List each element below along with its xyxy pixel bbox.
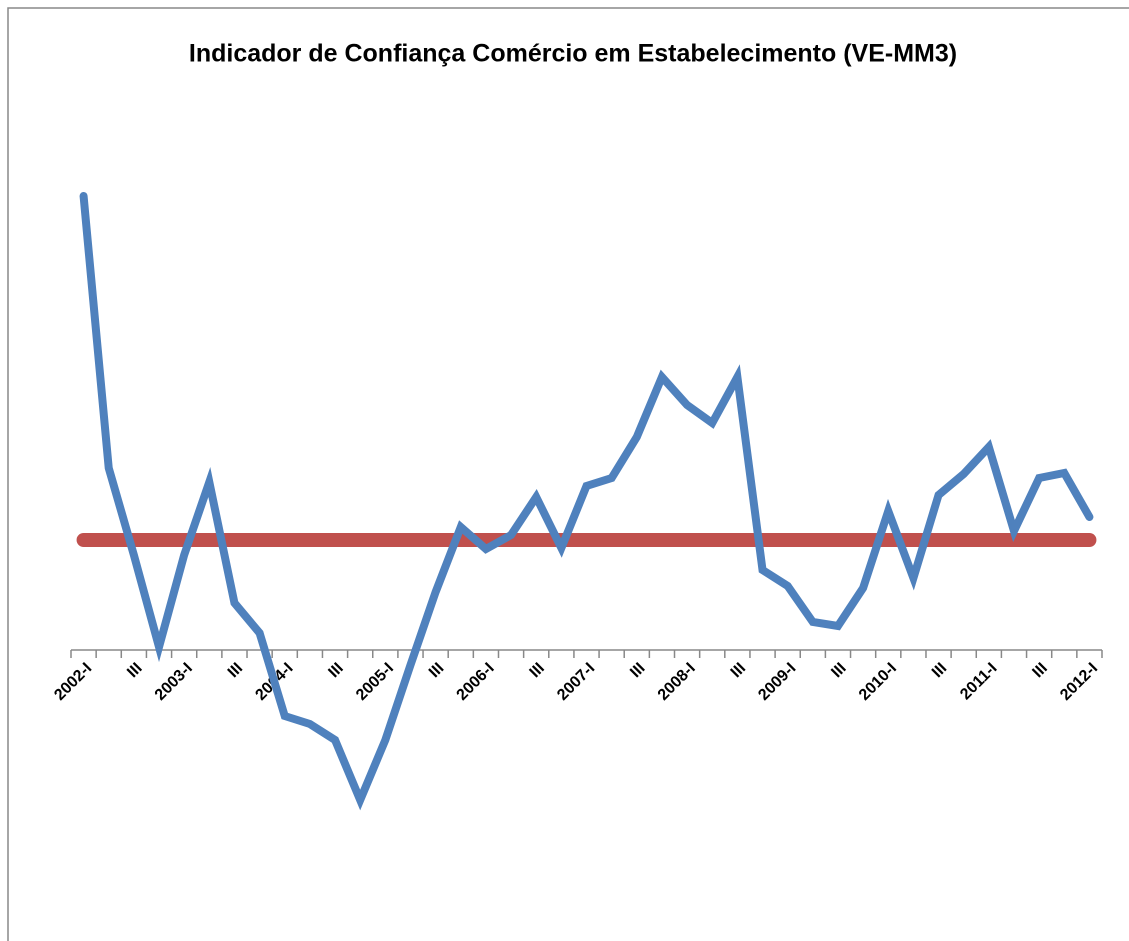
- series-line: [79, 192, 1094, 811]
- x-tick-label: 2012-I: [1057, 660, 1101, 704]
- x-tick-label: III: [325, 660, 346, 681]
- x-tick-label: III: [124, 660, 145, 681]
- x-tick-label: III: [929, 660, 950, 681]
- x-tick-label: 2010-I: [856, 660, 900, 704]
- chart-border: [7, 7, 1129, 941]
- x-tick-label: 2002-I: [51, 660, 95, 704]
- x-tick-label: III: [225, 660, 246, 681]
- x-tick-label: III: [728, 660, 749, 681]
- x-tick-label: III: [627, 660, 648, 681]
- x-tick-label: III: [828, 660, 849, 681]
- chart-title: Indicador de Confiança Comércio em Estab…: [189, 40, 957, 68]
- x-tick-label: 2007-I: [554, 660, 598, 704]
- x-tick-label: 2011-I: [957, 660, 1000, 703]
- x-tick-label: 2009-I: [755, 660, 799, 704]
- x-tick-label: 2008-I: [655, 660, 699, 704]
- x-tick-label: 2005-I: [353, 660, 397, 704]
- x-tick-label: III: [1029, 660, 1050, 681]
- x-tick-label: 2006-I: [454, 660, 498, 704]
- x-tick-label: 2003-I: [152, 660, 196, 704]
- x-tick-label: III: [426, 660, 447, 681]
- x-tick-label: III: [527, 660, 548, 681]
